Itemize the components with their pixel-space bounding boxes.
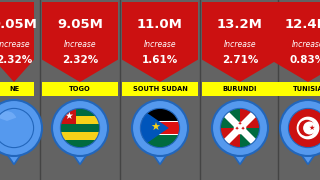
Circle shape bbox=[288, 108, 320, 148]
Text: 1.61%: 1.61% bbox=[142, 55, 178, 65]
Bar bbox=[60, 124, 100, 132]
Text: Increase: Increase bbox=[224, 40, 256, 49]
Polygon shape bbox=[42, 2, 118, 82]
Wedge shape bbox=[220, 108, 240, 128]
Bar bbox=[0, 82, 34, 96]
Text: Increase: Increase bbox=[292, 40, 320, 49]
Bar bbox=[140, 108, 180, 122]
Polygon shape bbox=[292, 142, 320, 164]
Bar bbox=[60, 116, 100, 124]
Circle shape bbox=[234, 122, 246, 134]
Text: 9.05M: 9.05M bbox=[57, 18, 103, 31]
Text: ★: ★ bbox=[309, 125, 315, 131]
Text: ★: ★ bbox=[150, 123, 160, 133]
Text: 12.4M: 12.4M bbox=[285, 18, 320, 31]
Text: ✦: ✦ bbox=[235, 127, 239, 132]
Bar bbox=[60, 132, 100, 140]
Circle shape bbox=[0, 100, 42, 156]
Polygon shape bbox=[224, 112, 256, 144]
Polygon shape bbox=[225, 142, 255, 164]
Text: 0.83%: 0.83% bbox=[290, 55, 320, 65]
Text: ★: ★ bbox=[65, 111, 74, 121]
Polygon shape bbox=[65, 142, 95, 164]
Bar bbox=[140, 134, 180, 148]
Text: ✦: ✦ bbox=[241, 127, 245, 132]
Polygon shape bbox=[122, 2, 198, 82]
Polygon shape bbox=[140, 108, 169, 148]
Text: 11.0M: 11.0M bbox=[137, 18, 183, 31]
Circle shape bbox=[212, 100, 268, 156]
Wedge shape bbox=[292, 111, 310, 121]
Wedge shape bbox=[0, 111, 16, 121]
Circle shape bbox=[297, 117, 319, 139]
Circle shape bbox=[132, 100, 188, 156]
Polygon shape bbox=[145, 142, 175, 164]
Text: NE: NE bbox=[9, 86, 19, 92]
Text: 9.05M: 9.05M bbox=[0, 18, 37, 31]
Bar bbox=[60, 140, 100, 148]
Wedge shape bbox=[224, 111, 242, 121]
Bar bbox=[60, 108, 76, 124]
Text: 2.71%: 2.71% bbox=[222, 55, 258, 65]
Wedge shape bbox=[240, 128, 260, 148]
Text: BURUNDI: BURUNDI bbox=[223, 86, 257, 92]
Text: 2.32%: 2.32% bbox=[0, 55, 32, 65]
Wedge shape bbox=[144, 111, 162, 121]
Polygon shape bbox=[224, 112, 256, 144]
Circle shape bbox=[303, 122, 316, 134]
Polygon shape bbox=[270, 2, 320, 82]
Bar bbox=[60, 108, 100, 116]
Text: SOUTH SUDAN: SOUTH SUDAN bbox=[132, 86, 188, 92]
Circle shape bbox=[280, 100, 320, 156]
Bar bbox=[140, 134, 180, 135]
Text: TOGO: TOGO bbox=[69, 86, 91, 92]
Bar bbox=[140, 121, 180, 122]
Text: 13.2M: 13.2M bbox=[217, 18, 263, 31]
Bar bbox=[270, 82, 320, 96]
Text: Increase: Increase bbox=[0, 40, 30, 49]
Text: Increase: Increase bbox=[144, 40, 176, 49]
Text: ✦: ✦ bbox=[238, 122, 242, 127]
Bar bbox=[140, 122, 180, 134]
Bar bbox=[122, 82, 198, 96]
Polygon shape bbox=[0, 2, 34, 82]
Polygon shape bbox=[0, 142, 29, 164]
Circle shape bbox=[299, 120, 315, 136]
Text: TUNISIA: TUNISIA bbox=[293, 86, 320, 92]
Wedge shape bbox=[64, 111, 82, 121]
Wedge shape bbox=[240, 108, 260, 128]
Wedge shape bbox=[220, 128, 240, 148]
Circle shape bbox=[52, 100, 108, 156]
Bar bbox=[202, 82, 278, 96]
Polygon shape bbox=[202, 2, 278, 82]
Text: Increase: Increase bbox=[64, 40, 96, 49]
Bar bbox=[42, 82, 118, 96]
Text: 2.32%: 2.32% bbox=[62, 55, 98, 65]
